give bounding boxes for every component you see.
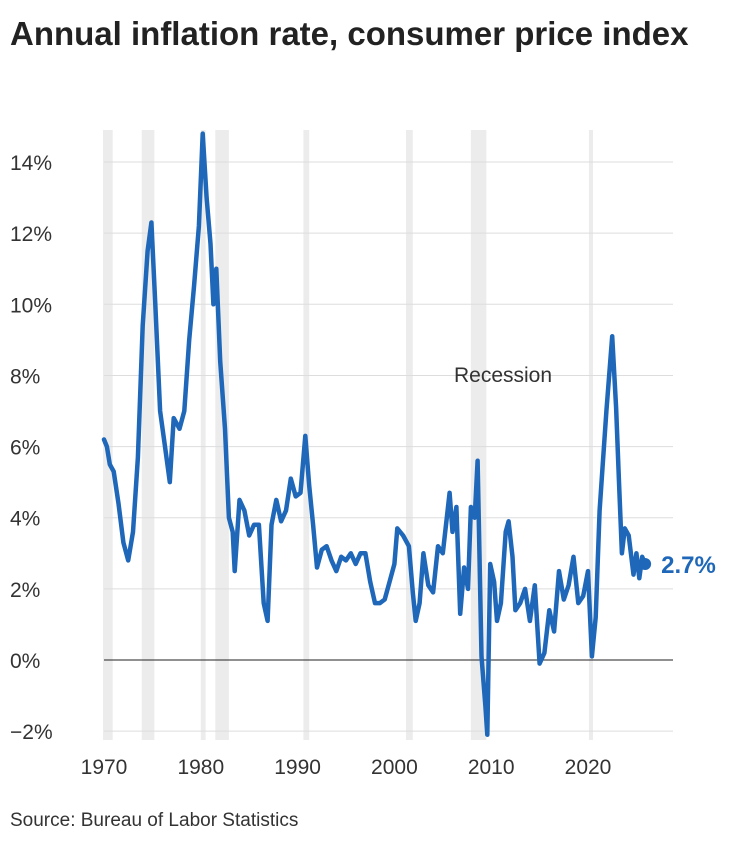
x-tick-label: 2020 [565,756,612,779]
y-tick-label: 6% [10,437,40,460]
x-tick-label: 1970 [81,756,128,779]
end-value-label: 2.7% [661,552,716,579]
y-tick-label: 4% [10,508,40,531]
y-tick-label: 0% [10,650,40,673]
recession-bar [200,130,206,740]
y-tick-label: 8% [10,365,40,388]
y-tick-label: 12% [10,223,52,246]
y-tick-label: 14% [10,152,52,175]
end-point-marker [639,557,652,570]
x-tick-label: 1980 [177,756,224,779]
x-tick-label: 2000 [371,756,418,779]
source-note: Source: Bureau of Labor Statistics [10,810,299,831]
inflation-line [101,131,648,737]
recession-bar [470,130,487,740]
x-tick-label: 1990 [274,756,321,779]
x-tick-label: 2010 [468,756,515,779]
recession-bar [406,130,413,740]
y-tick-label: −2% [10,721,53,744]
recession-bar [588,130,593,740]
chart-title: Annual inflation rate, consumer price in… [10,15,689,52]
y-tick-label: 10% [10,294,52,317]
recession-annotation: Recession [454,364,552,387]
y-tick-label: 2% [10,579,40,602]
recession-bar [103,130,113,740]
